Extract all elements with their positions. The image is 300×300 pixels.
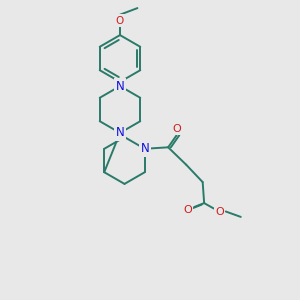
Text: O: O: [215, 206, 224, 217]
Text: O: O: [183, 205, 192, 215]
Text: O: O: [172, 124, 181, 134]
Text: N: N: [116, 80, 124, 93]
Text: N: N: [140, 142, 149, 155]
Text: N: N: [116, 126, 124, 140]
Text: O: O: [116, 16, 124, 26]
